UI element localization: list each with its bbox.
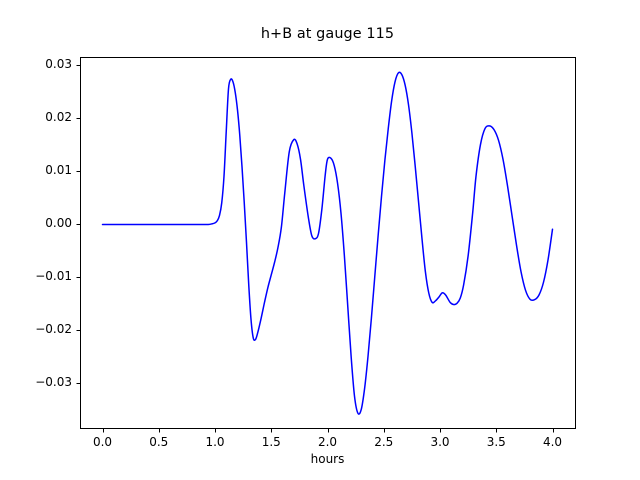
y-tick-label-5: −0.02	[35, 321, 72, 336]
y-tick-label-3: 0.00	[45, 215, 72, 230]
x-tick-label-1: 0.5	[149, 435, 169, 449]
y-tick-marks	[76, 65, 81, 384]
axes-frame	[80, 57, 576, 429]
y-tick-label-1: 0.02	[45, 109, 72, 124]
x-tick-label-6: 3.0	[430, 435, 450, 449]
axes-frame-rect	[80, 57, 576, 429]
chart-title: h+B at gauge 115	[260, 26, 395, 42]
x-tick-label-8: 4.0	[542, 435, 563, 449]
x-tick-label-3: 1.5	[261, 435, 281, 449]
x-tick-marks	[103, 428, 554, 433]
x-axis-label: hours	[310, 452, 345, 466]
y-tick-label-4: −0.01	[35, 268, 72, 283]
x-tick-label-0: 0.0	[92, 435, 113, 449]
y-tick-label-6: −0.03	[35, 374, 72, 389]
line-series-h-plus-b	[101, 71, 554, 415]
data-series-group	[101, 71, 554, 415]
y-tick-label-2: 0.01	[45, 162, 72, 177]
x-tick-label-2: 1.0	[205, 435, 225, 449]
x-tick-label-7: 3.5	[486, 435, 506, 449]
x-tick-label-5: 2.5	[374, 435, 394, 449]
x-tick-label-4: 2.0	[317, 435, 338, 449]
y-tick-label-0: 0.03	[45, 56, 72, 71]
